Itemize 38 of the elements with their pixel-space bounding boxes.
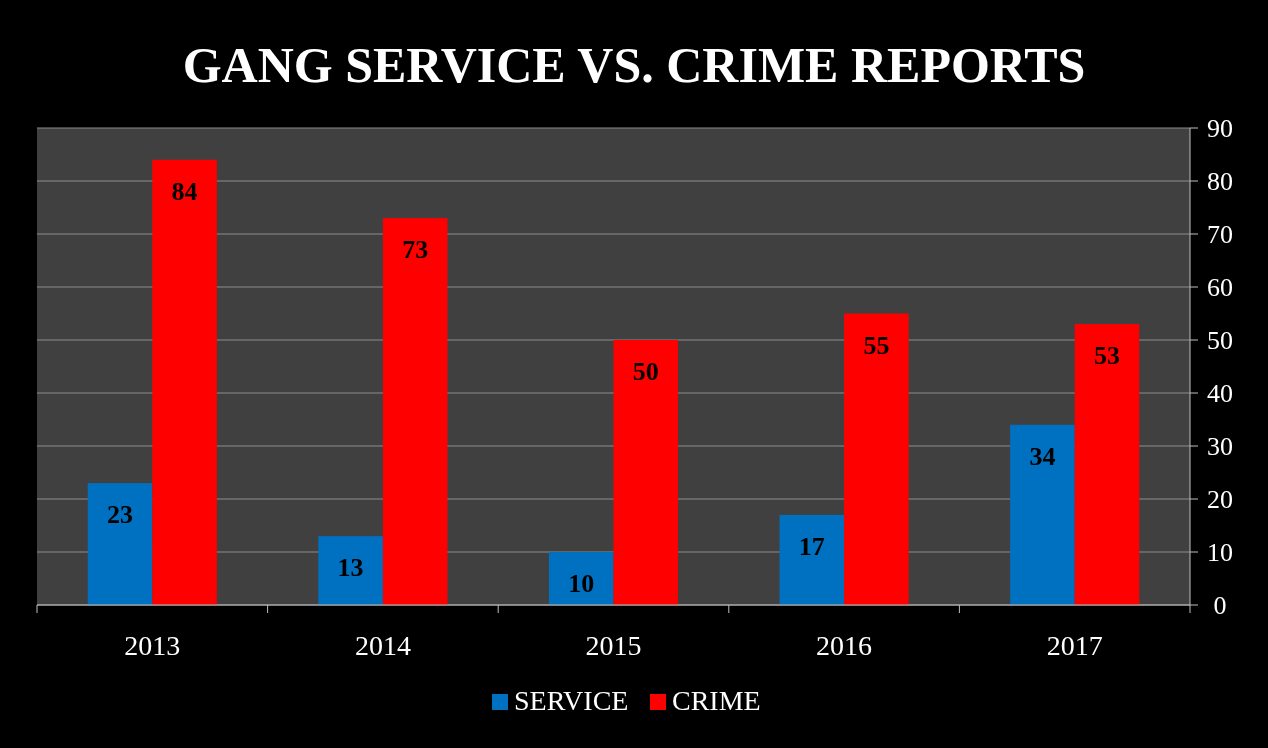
data-label: 73 xyxy=(402,235,429,265)
bar xyxy=(1010,424,1075,605)
y-tick-label: 80 xyxy=(1207,167,1233,196)
x-tick-label: 2013 xyxy=(124,630,181,661)
bar xyxy=(613,340,679,605)
y-tick-label: 10 xyxy=(1207,538,1233,567)
x-tick-label: 2014 xyxy=(354,630,411,661)
legend-label: SERVICE xyxy=(514,685,629,716)
data-label: 55 xyxy=(863,330,890,360)
data-label: 53 xyxy=(1093,341,1120,371)
legend-label: CRIME xyxy=(672,685,761,716)
data-label: 17 xyxy=(798,531,825,561)
bar xyxy=(382,218,448,605)
data-label: 10 xyxy=(568,569,595,598)
bar xyxy=(779,514,845,605)
x-tick-label: 2016 xyxy=(816,630,873,661)
y-tick-label: 30 xyxy=(1207,432,1233,461)
bar xyxy=(1074,324,1140,605)
y-tick-label: 70 xyxy=(1207,220,1233,249)
y-tick-label: 60 xyxy=(1207,273,1233,302)
data-label: 23 xyxy=(107,500,134,530)
y-tick-label: 20 xyxy=(1207,485,1233,514)
data-label: 50 xyxy=(632,357,659,386)
x-tick-label: 2015 xyxy=(585,630,642,661)
data-label: 84 xyxy=(171,176,198,206)
bar xyxy=(152,159,217,605)
y-tick-label: 50 xyxy=(1207,326,1233,355)
bar xyxy=(548,552,614,605)
data-label: 34 xyxy=(1029,441,1056,471)
chart-title: GANG SERVICE VS. CRIME REPORTS xyxy=(182,37,1086,93)
bar xyxy=(87,483,153,605)
y-tick-label: 40 xyxy=(1207,379,1233,408)
y-tick-label: 90 xyxy=(1207,114,1233,143)
y-tick-label: 0 xyxy=(1213,591,1227,620)
bar xyxy=(844,313,909,605)
x-tick-label: 2017 xyxy=(1046,630,1103,661)
bar xyxy=(318,536,383,605)
data-label: 13 xyxy=(337,553,364,583)
